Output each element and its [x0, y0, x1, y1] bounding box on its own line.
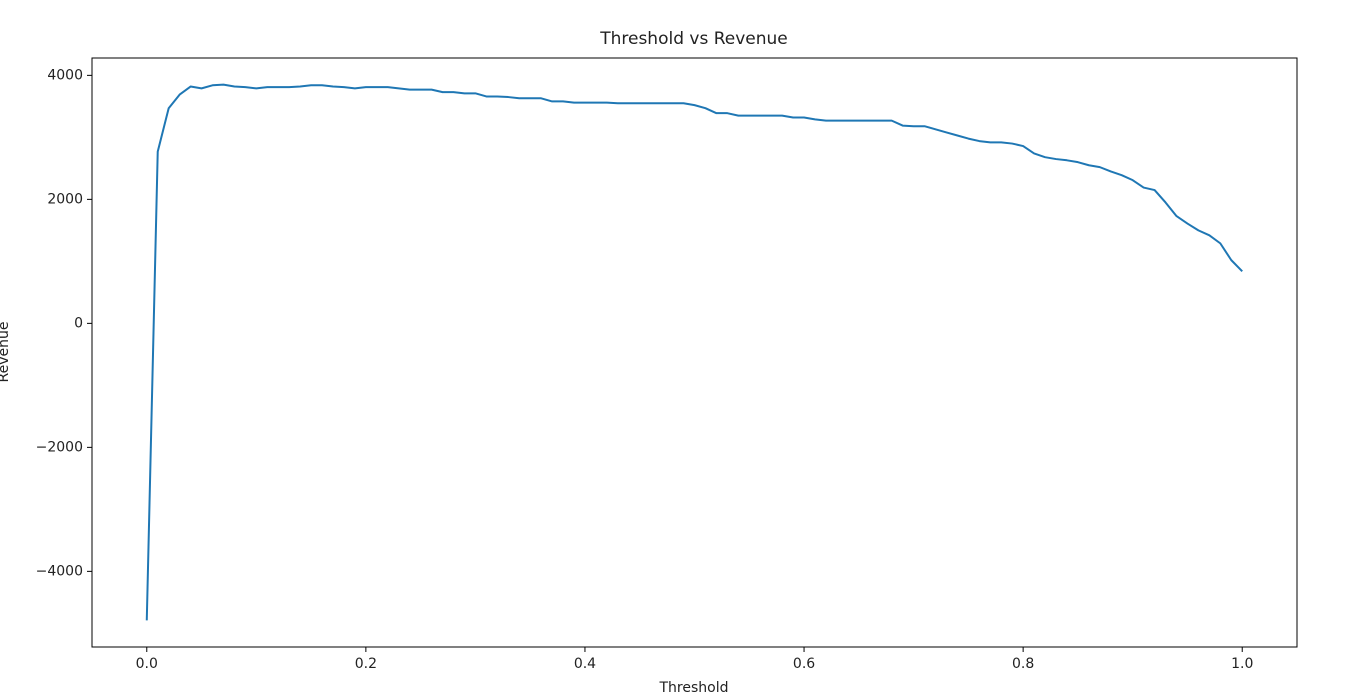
- y-tick-label: 4000: [47, 67, 83, 83]
- y-axis-label: Revenue: [0, 322, 12, 383]
- x-tick-label: 1.0: [1231, 656, 1253, 672]
- x-axis-label: Threshold: [659, 680, 729, 692]
- y-tick-label: −2000: [36, 439, 83, 455]
- y-tick-label: 0: [74, 315, 83, 331]
- x-tick-label: 0.4: [574, 656, 596, 672]
- x-tick-label: 0.2: [355, 656, 377, 672]
- y-tick-label: 2000: [47, 191, 83, 207]
- x-tick-label: 0.6: [793, 656, 815, 672]
- y-tick-label: −4000: [36, 563, 83, 579]
- chart-title: Threshold vs Revenue: [599, 29, 788, 49]
- plot-frame: [91, 57, 1298, 648]
- x-tick-label: 0.0: [136, 656, 158, 672]
- x-tick-label: 0.8: [1012, 656, 1034, 672]
- line: [145, 83, 1243, 621]
